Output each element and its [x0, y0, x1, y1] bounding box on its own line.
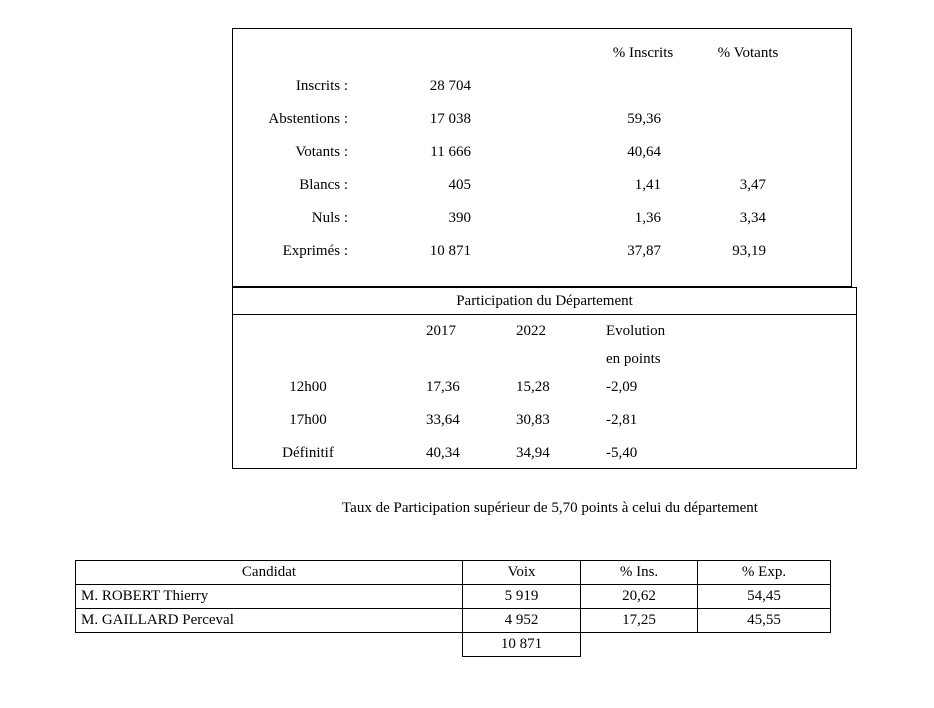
table-row-inscrits: Inscrits : 28 704 [233, 70, 851, 103]
candidate-pct-ins: 20,62 [580, 584, 698, 609]
table-header-row: Candidat Voix % Ins. % Exp. [75, 560, 831, 585]
participation-table: Participation du Département 2017 2022 E… [232, 287, 857, 469]
value-2017: 40,34 [426, 445, 460, 461]
value-2022: 30,83 [516, 412, 550, 428]
row-count: 11 666 [430, 144, 471, 160]
table-row-exprimes: Exprimés : 10 871 37,87 93,19 [233, 235, 851, 268]
table-total-row: 10 871 [76, 632, 831, 657]
row-label: Blancs : [299, 177, 348, 193]
row-pct-inscrits: 40,64 [627, 144, 661, 160]
row-count: 390 [448, 210, 472, 226]
value-2017: 17,36 [426, 379, 460, 395]
candidat-header: Candidat [75, 560, 463, 585]
year-2017-header: 2017 [426, 322, 456, 339]
table-row-candidate-2: M. GAILLARD Perceval 4 952 17,25 45,55 [75, 608, 831, 633]
table-row-nuls: Nuls : 390 1,36 3,34 [233, 202, 851, 235]
results-summary-table: % Inscrits % Votants Inscrits : 28 704 A… [232, 28, 852, 287]
row-label: Exprimés : [282, 243, 348, 259]
candidate-voix: 5 919 [462, 584, 581, 609]
pct-ins-header: % Ins. [580, 560, 698, 585]
candidates-table: Candidat Voix % Ins. % Exp. M. ROBERT Th… [75, 560, 831, 657]
row-pct-inscrits: 1,41 [634, 177, 661, 193]
row-pct-votants: 3,34 [739, 210, 766, 226]
row-label: Votants : [295, 144, 348, 160]
row-label: Inscrits : [295, 78, 348, 94]
candidate-name: M. ROBERT Thierry [75, 584, 463, 609]
value-2017: 33,64 [426, 412, 460, 428]
pct-inscrits-header: % Inscrits [612, 45, 674, 61]
row-pct-votants: 3,47 [739, 177, 766, 193]
candidate-name: M. GAILLARD Perceval [75, 608, 463, 633]
empty-cell [698, 633, 831, 657]
pct-votants-header: % Votants [717, 45, 779, 61]
row-label: Nuls : [311, 210, 348, 226]
table-row-candidate-1: M. ROBERT Thierry 5 919 20,62 54,45 [75, 584, 831, 609]
row-pct-inscrits: 59,36 [627, 111, 661, 127]
candidate-voix: 4 952 [462, 608, 581, 633]
candidate-pct-exp: 45,55 [697, 608, 831, 633]
value-2022: 34,94 [516, 445, 550, 461]
row-pct-inscrits: 1,36 [634, 210, 661, 226]
candidate-pct-ins: 17,25 [580, 608, 698, 633]
value-evolution: -2,81 [606, 412, 638, 428]
participation-subheader-row: en points [233, 347, 856, 371]
row-label: Abstentions : [268, 111, 348, 127]
row-count: 17 038 [429, 111, 471, 127]
value-evolution: -2,09 [606, 379, 638, 395]
row-count: 10 871 [429, 243, 471, 259]
total-voix: 10 871 [462, 632, 581, 657]
results-header-row: % Inscrits % Votants [233, 37, 851, 70]
row-count: 405 [448, 177, 472, 193]
participation-header-row: 2017 2022 Evolution [233, 315, 856, 347]
row-label: 12h00 [289, 379, 327, 395]
row-label: Définitif [282, 445, 334, 461]
year-2022-header: 2022 [516, 322, 546, 339]
participation-note: Taux de Participation supérieur de 5,70 … [342, 500, 758, 516]
row-pct-inscrits: 37,87 [627, 243, 661, 259]
table-row-17h00: 17h00 33,64 30,83 -2,81 [233, 404, 856, 437]
evolution-subheader: en points [606, 350, 661, 367]
table-row-blancs: Blancs : 405 1,41 3,47 [233, 169, 851, 202]
table-row-abstentions: Abstentions : 17 038 59,36 [233, 103, 851, 136]
evolution-header: Evolution [606, 322, 666, 339]
voix-header: Voix [462, 560, 581, 585]
row-pct-votants: 93,19 [732, 243, 766, 259]
table-row-12h00: 12h00 17,36 15,28 -2,09 [233, 371, 856, 404]
pct-exp-header: % Exp. [697, 560, 831, 585]
empty-cell [76, 633, 463, 657]
value-evolution: -5,40 [606, 445, 638, 461]
row-label: 17h00 [289, 412, 327, 428]
participation-title: Participation du Département [233, 288, 856, 315]
table-row-votants: Votants : 11 666 40,64 [233, 136, 851, 169]
table-row-definitif: Définitif 40,34 34,94 -5,40 [233, 437, 856, 470]
value-2022: 15,28 [516, 379, 550, 395]
row-count: 28 704 [429, 78, 471, 94]
empty-cell [581, 633, 698, 657]
candidate-pct-exp: 54,45 [697, 584, 831, 609]
